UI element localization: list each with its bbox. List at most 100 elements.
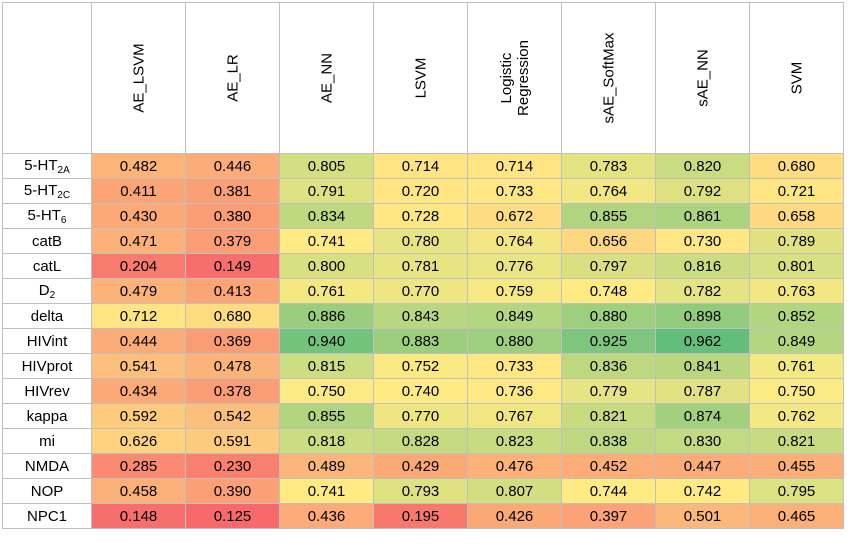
row-label-text: NOP [30, 482, 64, 500]
heatmap-cell: 0.783 [561, 153, 656, 179]
row-label-subscript: 2 [49, 289, 56, 301]
heatmap-cell: 0.763 [749, 278, 844, 304]
row-label-text: 5-HT [27, 206, 61, 224]
row-label-text: D [38, 281, 50, 299]
heatmap-cell: 0.925 [561, 328, 656, 354]
heatmap-cell: 0.501 [655, 503, 750, 529]
column-header-text: Logistic [497, 52, 515, 104]
row-label: mi [2, 428, 92, 454]
heatmap-cell: 0.838 [561, 428, 656, 454]
heatmap-cell: 0.782 [655, 278, 750, 304]
heatmap-cell: 0.801 [749, 253, 844, 279]
column-header: SVM [749, 2, 844, 154]
heatmap-cell: 0.742 [655, 478, 750, 504]
heatmap-cell: 0.465 [749, 503, 844, 529]
heatmap-cell: 0.712 [91, 303, 186, 329]
column-header-label: SVM [788, 62, 805, 95]
column-header-text: LSVM [412, 57, 429, 99]
heatmap-cell: 0.744 [561, 478, 656, 504]
heatmap-cell: 0.787 [655, 378, 750, 404]
header-row: AE_LSVM AE_LR AE_NN LSVM Logistic Regression s… [2, 2, 844, 154]
heatmap-cell: 0.855 [279, 403, 374, 429]
heatmap-cell: 0.429 [373, 453, 468, 479]
table-row: 5-HT6 0.430 0.380 0.834 0.728 0.672 0.855 0.861… [2, 203, 844, 229]
corner-cell [2, 2, 92, 154]
heatmap-cell: 0.390 [185, 478, 280, 504]
row-label-subscript: 2A [57, 164, 70, 176]
row-label-text: kappa [26, 407, 68, 425]
column-header-label: Logistic Regression [498, 40, 532, 116]
heatmap-cell: 0.476 [467, 453, 562, 479]
column-header-label: AE_LR [224, 54, 241, 102]
heatmap-cell: 0.204 [91, 253, 186, 279]
row-label-text: 5-HT [23, 181, 58, 199]
heatmap-cell: 0.458 [91, 478, 186, 504]
column-header-text: AE_NN [318, 52, 335, 104]
column-header-label: AE_NN [318, 53, 335, 103]
row-label-subscript: 6 [60, 214, 67, 226]
heatmap-cell: 0.369 [185, 328, 280, 354]
column-header: AE_LSVM [91, 2, 186, 154]
heatmap-cell: 0.821 [749, 428, 844, 454]
heatmap-cell: 0.767 [467, 403, 562, 429]
heatmap-cell: 0.861 [655, 203, 750, 229]
heatmap-cell: 0.823 [467, 428, 562, 454]
table-row: D2 0.479 0.413 0.761 0.770 0.759 0.748 0.782 0.7… [2, 278, 844, 304]
table-row: catB 0.471 0.379 0.741 0.780 0.764 0.656 0.730 0… [2, 228, 844, 254]
heatmap-cell: 0.541 [91, 353, 186, 379]
row-label: 5-HT2A [2, 153, 92, 179]
heatmap-cell: 0.792 [655, 178, 750, 204]
column-header-label: sAE_NN [694, 49, 711, 107]
row-label-text: HIVint [26, 332, 68, 350]
heatmap-cell: 0.230 [185, 453, 280, 479]
table-row: mi 0.626 0.591 0.818 0.828 0.823 0.838 0.830 0.8… [2, 428, 844, 454]
table-row: 5-HT2C 0.411 0.381 0.791 0.720 0.733 0.764 0.79… [2, 178, 844, 204]
heatmap-cell: 0.741 [279, 228, 374, 254]
heatmap-cell: 0.830 [655, 428, 750, 454]
heatmap-cell: 0.411 [91, 178, 186, 204]
heatmap-cell: 0.770 [373, 403, 468, 429]
heatmap-cell: 0.874 [655, 403, 750, 429]
column-header: Logistic Regression [467, 2, 562, 154]
heatmap-cell: 0.740 [373, 378, 468, 404]
heatmap-cell: 0.741 [279, 478, 374, 504]
heatmap-cell: 0.795 [749, 478, 844, 504]
heatmap-cell: 0.815 [279, 353, 374, 379]
table-row: delta 0.712 0.680 0.886 0.843 0.849 0.880 0.898… [2, 303, 844, 329]
heatmap-cell: 0.834 [279, 203, 374, 229]
heatmap-cell: 0.436 [279, 503, 374, 529]
column-header-text: sAE_NN [694, 49, 711, 107]
heatmap-cell: 0.821 [561, 403, 656, 429]
table-row: NMDA 0.285 0.230 0.489 0.429 0.476 0.452 0.447 0… [2, 453, 844, 479]
heatmap-cell: 0.764 [467, 228, 562, 254]
heatmap-cell: 0.426 [467, 503, 562, 529]
heatmap-cell: 0.380 [185, 203, 280, 229]
heatmap-cell: 0.733 [467, 353, 562, 379]
heatmap-cell: 0.285 [91, 453, 186, 479]
heatmap-cell: 0.720 [373, 178, 468, 204]
heatmap-cell: 0.748 [561, 278, 656, 304]
heatmap-cell: 0.750 [279, 378, 374, 404]
heatmap-cell: 0.776 [467, 253, 562, 279]
heatmap-cell: 0.779 [561, 378, 656, 404]
heatmap-cell: 0.626 [91, 428, 186, 454]
row-label-text: 5-HT [24, 156, 58, 174]
heatmap-cell: 0.482 [91, 153, 186, 179]
row-label: HIVint [2, 328, 92, 354]
row-label: 5-HT6 [2, 203, 92, 229]
heatmap-cell: 0.656 [561, 228, 656, 254]
heatmap-cell: 0.413 [185, 278, 280, 304]
heatmap-table: AE_LSVM AE_LR AE_NN LSVM Logistic Regression s… [2, 2, 844, 529]
heatmap-cell: 0.759 [467, 278, 562, 304]
heatmap-cell: 0.883 [373, 328, 468, 354]
heatmap-cell: 0.730 [655, 228, 750, 254]
heatmap-cell: 0.721 [749, 178, 844, 204]
heatmap-cell: 0.381 [185, 178, 280, 204]
column-header-label: LSVM [412, 58, 429, 99]
heatmap-cell: 0.843 [373, 303, 468, 329]
heatmap-cell: 0.797 [561, 253, 656, 279]
heatmap-cell: 0.764 [561, 178, 656, 204]
heatmap-cell: 0.714 [467, 153, 562, 179]
heatmap-cell: 0.818 [279, 428, 374, 454]
heatmap-cell: 0.452 [561, 453, 656, 479]
